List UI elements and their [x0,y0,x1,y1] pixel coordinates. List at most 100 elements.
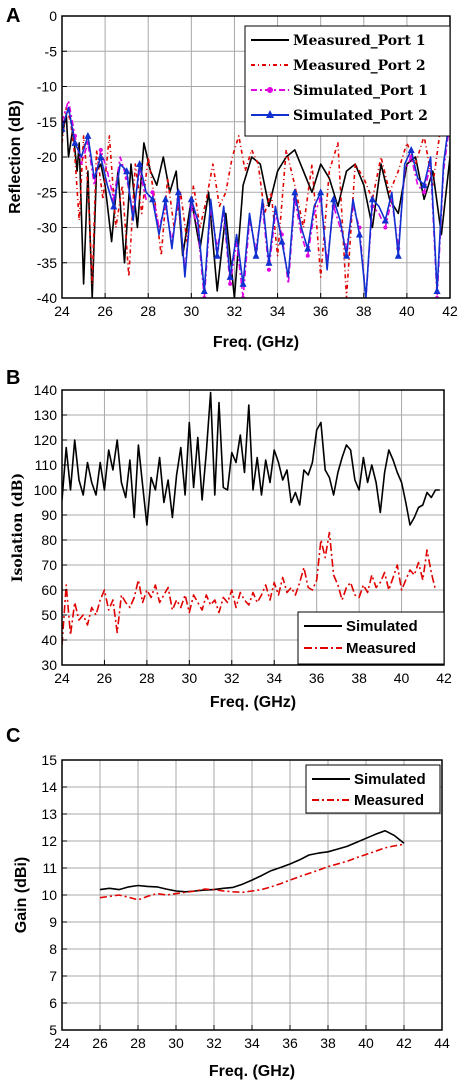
data-point [136,160,144,168]
y-tick-label: 40 [41,632,57,648]
y-tick-label: 11 [42,860,57,876]
data-point [123,167,131,175]
y-axis-label: Reflection (dB) [7,100,24,214]
y-tick-label: 9 [49,914,57,930]
series-line-measured-port-1 [62,113,450,298]
x-tick-label: 34 [244,1035,260,1051]
series-line-measured [99,843,405,901]
legend: Measured_Port 1 Measured_Port 2 Simulated_… [244,25,451,137]
data-point [174,188,182,196]
x-tick-label: 44 [434,1035,450,1051]
data-point [161,195,169,203]
legend-label: Measured [354,792,424,809]
data-point [110,202,118,210]
data-point [330,195,338,203]
data-point [187,195,195,203]
data-point [343,251,351,259]
x-tick-label: 34 [270,303,286,319]
data-point [305,253,310,258]
y-tick-label: 80 [41,532,57,548]
data-point [278,237,286,245]
plot-area [99,829,405,901]
data-point [407,145,415,153]
data-point [422,190,427,195]
y-tick-label: 110 [35,457,58,473]
y-axis-label: Gain (dBi) [13,857,30,933]
legend-label: Measured_Port 2 [293,58,426,74]
panel-label: A [6,5,20,27]
x-tick-label: 34 [266,670,282,686]
y-tick-label: 5 [49,1022,57,1038]
y-tick-label: -10 [37,79,57,95]
x-tick-label: 42 [436,670,452,686]
y-tick-label: 100 [34,482,58,498]
y-tick-label: 15 [41,752,57,768]
panel-label: B [6,367,20,389]
data-point [149,195,157,203]
x-tick-label: 26 [97,303,113,319]
y-tick-label: 13 [41,806,57,822]
y-tick-label: -5 [45,43,58,59]
y-tick-label: -35 [37,255,57,271]
data-point [213,251,221,259]
data-point [394,251,402,259]
legend-box [305,764,441,814]
x-tick-label: 40 [358,1035,374,1051]
y-tick-label: -40 [37,290,57,306]
data-point [252,251,260,259]
legend-label: Simulated_Port 1 [293,83,428,99]
legend-label: Simulated [354,771,426,788]
x-tick-label: 28 [130,1035,146,1051]
x-tick-label: 24 [54,1035,70,1051]
x-tick-label: 26 [97,670,113,686]
x-tick-label: 36 [313,303,329,319]
x-tick-label: 36 [309,670,325,686]
series-line-measured [62,531,437,646]
y-tick-label: 8 [49,941,57,957]
y-tick-label: 10 [41,887,57,903]
x-tick-label: 30 [182,670,198,686]
series-line-simulated [99,829,405,893]
x-axis-label: Freq. (GHz) [213,334,299,351]
data-point [265,258,273,266]
y-tick-label: 120 [34,432,58,448]
x-tick-label: 38 [320,1035,336,1051]
x-tick-label: 38 [351,670,367,686]
chart-panel-b: B 24 26 28 30 32 34 36 38 40 42 30 40 50 60 70 80 90 100 11… [6,367,452,711]
data-point [266,267,271,272]
data-point [381,216,389,224]
data-point [71,138,79,146]
x-tick-label: 32 [206,1035,222,1051]
data-point [98,147,103,152]
data-point [200,286,208,294]
y-tick-label: 60 [41,582,57,598]
legend-marker [266,110,274,118]
data-point [84,131,92,139]
y-axis-label: Isolation (dB) [10,473,26,582]
y-tick-label: -20 [37,149,57,165]
y-tick-label: 50 [41,607,57,623]
data-point [433,286,441,294]
plot-area [62,391,440,646]
x-tick-label: 36 [282,1035,298,1051]
y-tick-label: 30 [41,657,57,673]
x-tick-label: 26 [92,1035,108,1051]
y-tick-label: -25 [37,184,57,200]
series-line-simulated [62,391,440,526]
plot-area [62,99,450,298]
data-point [304,244,312,252]
data-point [239,279,247,287]
data-point [226,272,234,280]
x-tick-label: 40 [399,303,415,319]
data-point [228,281,233,286]
legend-label: Simulated_Port 2 [293,108,428,124]
plot-frame [61,389,445,666]
data-point [317,188,325,196]
y-tick-label: 7 [49,968,57,984]
x-tick-label: 38 [356,303,372,319]
legend: Simulated Measured [297,611,445,665]
y-tick-label: 70 [41,557,57,573]
y-tick-label: -30 [37,220,57,236]
chart-panel-a: A 24 26 28 30 32 34 36 38 40 42 0 -5 -10 -15 -20 -25 -30 -… [6,5,458,351]
